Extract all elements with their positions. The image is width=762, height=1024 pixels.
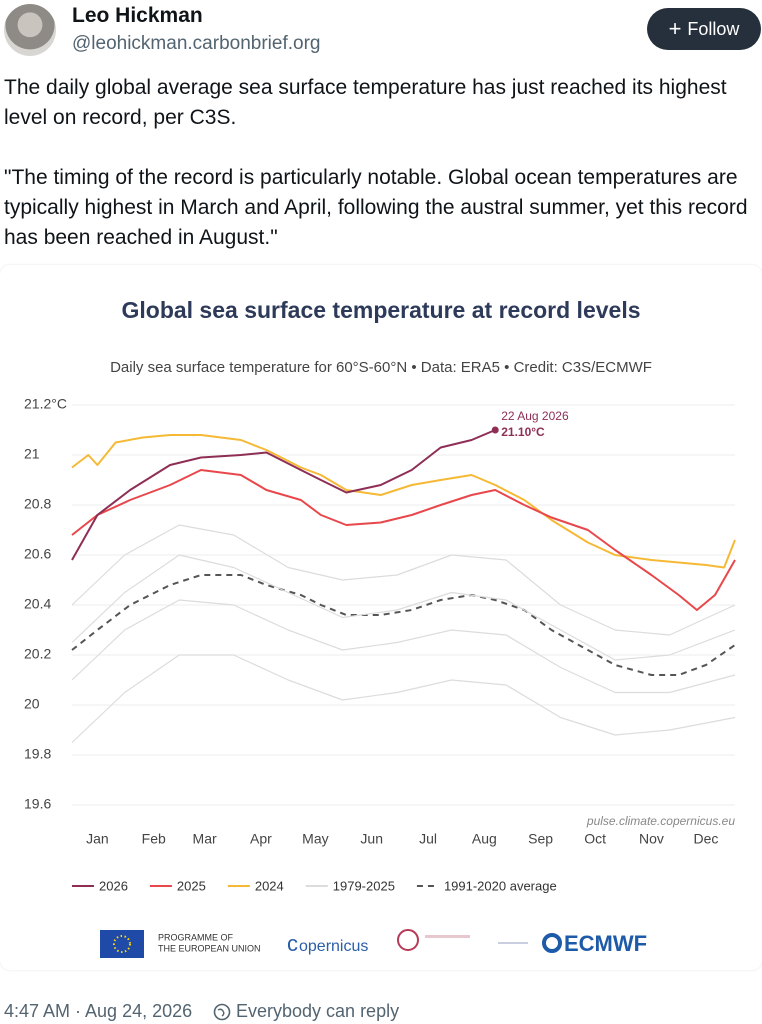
legend-label: 2026	[99, 878, 128, 893]
chart-subtitle: Daily sea surface temperature for 60°S-6…	[110, 359, 652, 376]
eu-flag	[100, 930, 144, 958]
x-tick-label: Feb	[142, 831, 166, 847]
follow-button[interactable]: + Follow	[647, 8, 761, 50]
chart-title: Global sea surface temperature at record…	[121, 297, 640, 323]
plus-icon: +	[668, 16, 682, 41]
x-tick-label: May	[302, 831, 328, 847]
x-tick-label: Aug	[472, 831, 497, 847]
x-tick-label: Apr	[250, 831, 272, 847]
logo-text: PROGRAMME OF	[158, 932, 234, 942]
legend-label: 1979-2025	[333, 878, 395, 893]
y-tick-label: 21.2°C	[24, 396, 67, 412]
chart: Global sea surface temperature at record…	[24, 297, 736, 958]
x-tick-label: Mar	[193, 831, 217, 847]
series-line	[71, 524, 736, 636]
y-tick-label: 19.8	[24, 746, 51, 762]
series-line	[71, 469, 736, 611]
author-handle[interactable]: @leohickman.carbonbrief.org	[72, 33, 321, 54]
source: pulse.climate.copernicus.eu	[586, 814, 735, 828]
legend-label: 2024	[255, 878, 284, 893]
logo-text: opernicus	[299, 938, 368, 955]
chart-card[interactable]: Global sea surface temperature at record…	[0, 265, 762, 970]
x-tick-label: Sep	[528, 831, 553, 847]
x-tick-label: Jul	[419, 831, 437, 847]
reply-setting[interactable]: Everybody can reply	[236, 1001, 400, 1021]
y-tick-label: 21	[24, 446, 40, 462]
record-point	[491, 426, 499, 434]
legend-label: 1991-2020 average	[444, 878, 557, 893]
implemented-text	[498, 942, 528, 944]
y-tick-label: 19.6	[24, 796, 51, 812]
y-tick-label: 20	[24, 696, 40, 712]
avatar[interactable]	[4, 4, 56, 56]
y-tick-label: 20.2	[24, 646, 51, 662]
y-tick-label: 20.4	[24, 596, 51, 612]
x-tick-label: Jun	[360, 831, 383, 847]
copernicus-c: c	[287, 931, 298, 956]
annotation: 21.10°C	[501, 425, 545, 439]
eu-stars	[113, 935, 131, 953]
x-tick-label: Oct	[584, 831, 606, 847]
c3s-logo	[397, 929, 419, 951]
follow-label: Follow	[687, 18, 740, 39]
post-text: "The timing of the record is particularl…	[4, 166, 748, 249]
y-tick-label: 20.6	[24, 546, 51, 562]
y-tick-label: 20.8	[24, 496, 51, 512]
x-tick-label: Jan	[86, 831, 109, 847]
reply-icon	[213, 1003, 231, 1021]
logo-text: THE EUROPEAN UNION	[158, 943, 261, 953]
series-line	[71, 434, 736, 569]
series-line	[71, 599, 736, 694]
annotation: 22 Aug 2026	[501, 409, 569, 423]
author-name[interactable]: Leo Hickman	[72, 4, 203, 27]
timestamp[interactable]: 4:47 AM · Aug 24, 2026	[4, 1001, 193, 1021]
c3s-text	[425, 935, 470, 938]
legend-label: 2025	[177, 878, 206, 893]
post-text: The daily global average sea surface tem…	[4, 76, 727, 129]
series-line	[71, 554, 736, 661]
series-line	[71, 429, 496, 561]
logo-text: ECMWF	[564, 931, 647, 956]
x-tick-label: Nov	[639, 831, 664, 847]
ecmwf-mark	[542, 933, 562, 953]
series-line	[71, 654, 736, 743]
series-line	[71, 574, 736, 676]
x-tick-label: Dec	[693, 831, 718, 847]
